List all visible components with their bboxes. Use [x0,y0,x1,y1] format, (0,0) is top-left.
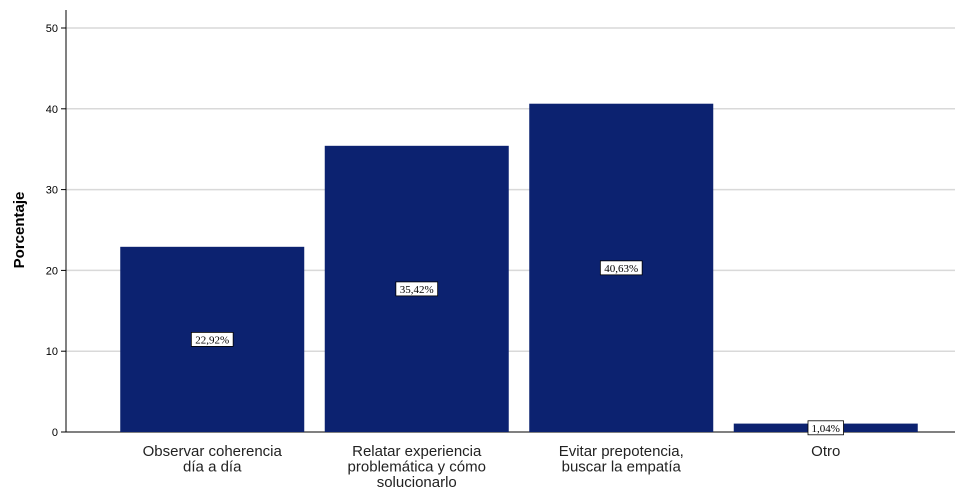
x-axis-categories: Observar coherencia día a día Relatar expe… [143,443,841,491]
data-label: 22,92% [190,332,234,347]
data-label: 35,42% [395,281,439,297]
y-tick-label: 0 [52,427,58,439]
y-tick-label: 30 [46,185,58,197]
data-label: 40,63% [599,260,643,276]
data-label-box [599,260,643,276]
data-label-box [190,332,234,347]
x-category-label: Otro [811,443,840,460]
data-labels: 22,92% 35,42% 40,63% 1,04% [190,260,844,436]
y-tick-label: 40 [46,104,58,116]
data-label-box [395,281,439,297]
bars [120,103,918,433]
y-tick-label: 20 [46,265,58,277]
data-label-text: 22,92% [195,334,229,346]
y-tick-label: 10 [46,346,58,358]
x-category-label: Evitar prepotencia, buscar la empatía [559,443,684,476]
y-tick-label: 50 [46,23,58,35]
data-label: 1,04% [807,420,844,436]
y-axis-label: Porcentaje [11,192,28,269]
data-label-text: 1,04% [812,423,840,435]
data-label-text: 40,63% [604,263,638,275]
x-category-label: Observar coherencia día a día [143,443,283,476]
x-category-label: Relatar experiencia problemática y cómo so… [348,443,486,491]
data-label-text: 35,42% [400,284,434,296]
data-label-box [807,420,844,436]
